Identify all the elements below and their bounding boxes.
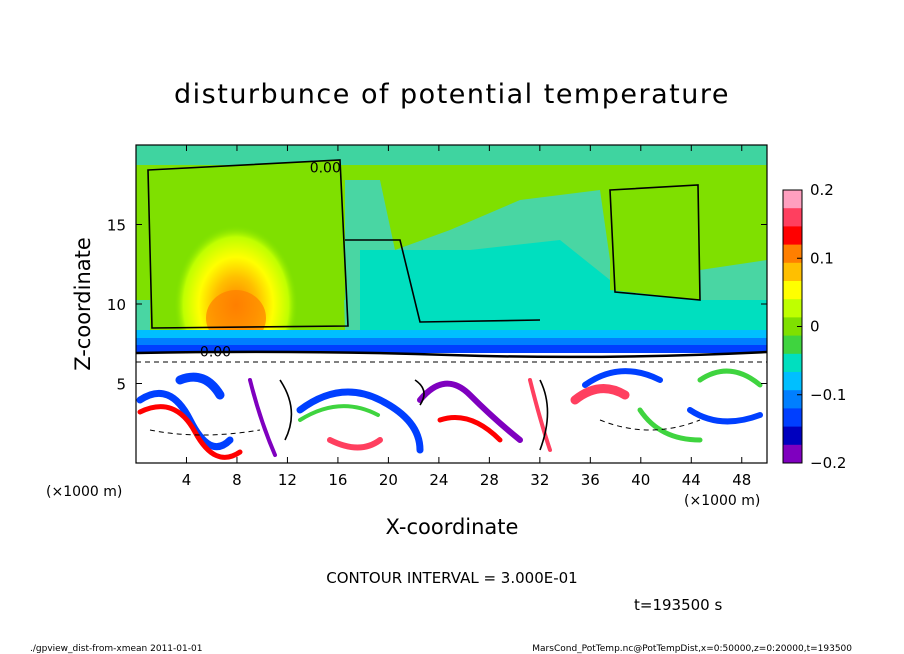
colorbar-swatch [783, 408, 802, 428]
colorbar-swatch [783, 226, 802, 246]
colorbar-swatch [783, 281, 802, 300]
x-tick-label: 16 [328, 471, 347, 489]
colorbar-tick-label: 0.2 [810, 181, 834, 199]
colorbar-tick-label: 0 [810, 318, 820, 336]
y-axis-ticks: 5 10 15 [107, 217, 767, 394]
colorbar-tick-label: 0.1 [810, 249, 834, 267]
x-unit-right: (×1000 m) [684, 493, 760, 509]
colorbar-tick-label: −0.2 [810, 454, 846, 472]
chart-title: disturbunce of potential temperature [174, 79, 730, 110]
colorbar-swatch [783, 190, 802, 209]
contour-label: 0.00 [200, 345, 231, 361]
y-tick-label: 5 [116, 376, 126, 394]
x-tick-label: 12 [278, 471, 297, 489]
x-tick-label: 8 [232, 471, 242, 489]
contour-labels: 0.00 0.00 [200, 160, 341, 360]
colorbar-swatch [783, 444, 802, 464]
colorbar [783, 190, 802, 464]
plot-field [136, 145, 767, 463]
y-tick-label: 10 [107, 296, 126, 314]
contour-label: 0.00 [310, 160, 341, 176]
colorbar-swatch [783, 299, 802, 318]
colorbar-ticks: 0.2 0.1 0 −0.1 −0.2 [797, 181, 846, 472]
colorbar-swatch [783, 317, 802, 337]
y-axis-label: Z-coordinate [71, 237, 95, 371]
footer-left: ./gpview_dist-from-xmean 2011-01-01 [30, 644, 202, 654]
colorbar-tick-label: −0.1 [810, 386, 846, 404]
x-tick-label: 48 [732, 471, 751, 489]
x-tick-label: 28 [480, 471, 499, 489]
colorbar-swatch [783, 244, 802, 264]
x-tick-label: 32 [530, 471, 549, 489]
x-axis-ticks: 4 8 12 16 20 24 28 32 36 40 44 48 [182, 145, 751, 489]
x-tick-label: 24 [429, 471, 448, 489]
contour-interval: CONTOUR INTERVAL = 3.000E-01 [326, 569, 577, 587]
colorbar-swatch [783, 353, 802, 373]
time-label: t=193500 s [634, 596, 722, 614]
colorbar-swatch [783, 335, 802, 355]
x-axis-label: X-coordinate [386, 515, 519, 539]
colorbar-swatch [783, 262, 802, 282]
colorbar-swatch [783, 426, 802, 446]
x-tick-label: 36 [581, 471, 600, 489]
y-tick-label: 15 [107, 217, 126, 235]
colorbar-swatch [783, 390, 802, 409]
colorbar-swatch [783, 372, 802, 391]
x-tick-label: 4 [182, 471, 192, 489]
colorbar-swatch [783, 208, 802, 227]
x-unit-left: (×1000 m) [46, 484, 122, 500]
footer-right: MarsCond_PotTemp.nc@PotTempDist,x=0:5000… [532, 644, 852, 654]
x-tick-label: 44 [682, 471, 701, 489]
x-tick-label: 20 [379, 471, 398, 489]
x-tick-label: 40 [631, 471, 650, 489]
